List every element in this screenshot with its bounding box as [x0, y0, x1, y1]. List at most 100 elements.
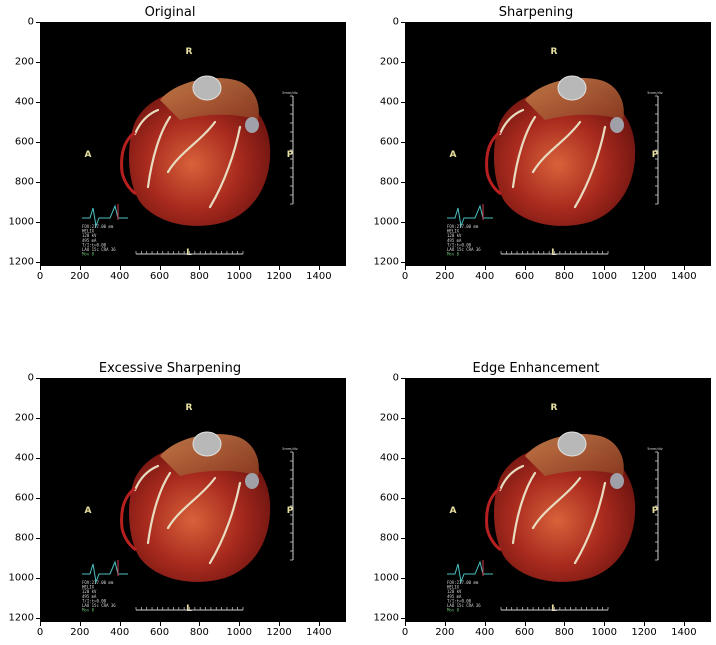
x-tick-label: 0 — [401, 627, 409, 638]
x-tick-mark — [79, 622, 81, 626]
y-tick-mark — [401, 22, 405, 23]
x-tick-label: 1200 — [266, 627, 292, 638]
y-tick-mark — [401, 378, 405, 379]
x-tick-label: 1000 — [226, 627, 252, 638]
y-tick-label: 800 — [379, 176, 399, 188]
scan-info-line: 120 kV — [82, 589, 97, 594]
panel-title: Excessive Sharpening — [98, 361, 242, 376]
vessel-cross-section — [610, 473, 624, 489]
y-tick-label: 1200 — [373, 256, 399, 268]
aorta-stump — [557, 431, 587, 457]
x-tick-mark — [644, 266, 646, 270]
y-tick-label: 800 — [14, 532, 34, 544]
x-tick-label: 200 — [435, 627, 455, 638]
y-tick-mark — [36, 62, 40, 63]
scan-info-line: FOV:217.00 mm — [447, 224, 479, 229]
x-tick-mark — [239, 266, 241, 270]
y-tick-mark — [36, 458, 40, 459]
scan-info-line: FOV:217.00 mm — [82, 580, 114, 585]
scan-info-line: HELIX — [447, 229, 460, 234]
x-tick-mark — [683, 266, 685, 270]
y-tick-label: 0 — [27, 16, 34, 28]
y-tick-label: 600 — [14, 136, 34, 148]
scan-info-line: T/I:t=0.00 — [82, 242, 107, 247]
y-tick-mark — [401, 102, 405, 103]
scan-info-line: HELIX — [82, 229, 95, 234]
y-tick-label: 200 — [14, 412, 34, 424]
x-tick-mark — [405, 622, 406, 626]
x-tick-label: 400 — [110, 627, 130, 638]
scan-info-line: 495 mA — [82, 594, 97, 599]
scan-info-line: 495 mA — [447, 594, 462, 599]
y-tick-mark — [401, 222, 405, 223]
x-tick-mark — [683, 622, 685, 626]
x-tick-label: 200 — [435, 271, 455, 282]
x-tick-mark — [644, 622, 646, 626]
y-tick-label: 800 — [379, 532, 399, 544]
y-tick-mark — [401, 458, 405, 459]
x-tick-label: 0 — [36, 627, 44, 638]
orientation-label-p: P — [287, 506, 294, 516]
scan-info-line: LAO 15c CRA 36 — [447, 247, 481, 252]
x-tick-label: 1400 — [306, 627, 332, 638]
scan-info-line: T/I:t=0.00 — [82, 598, 107, 603]
y-tick-mark — [36, 222, 40, 223]
y-tick-label: 600 — [379, 136, 399, 148]
coronary-vessel — [166, 476, 217, 530]
scan-info-line: FOV:217.00 mm — [82, 224, 114, 229]
x-tick-label: 1000 — [591, 271, 617, 282]
x-tick-label: 1400 — [671, 271, 697, 282]
coronary-vessel — [208, 481, 242, 565]
panel-edge-enhancement: Edge Enhancement R A P L 5mm/div FOV:217.00 m… — [365, 356, 716, 645]
panel-title: Original — [144, 5, 196, 20]
x-tick-label: 800 — [189, 627, 209, 638]
y-tick-label: 600 — [379, 492, 399, 504]
orientation-label-l: L — [551, 604, 557, 614]
y-tick-label: 1000 — [373, 572, 399, 584]
x-tick-mark — [405, 266, 406, 270]
orientation-label-l: L — [551, 248, 557, 258]
x-tick-label: 600 — [149, 271, 170, 282]
coronary-vessel — [511, 471, 537, 545]
scale-label: 5mm/div — [647, 447, 663, 451]
aorta-stump — [192, 75, 222, 101]
y-tick-mark — [401, 142, 405, 143]
x-tick-label: 0 — [401, 271, 409, 282]
y-tick-label: 200 — [379, 56, 399, 68]
y-tick-mark — [401, 62, 405, 63]
y-tick-mark — [36, 538, 40, 539]
coronary-vessel — [133, 108, 160, 136]
y-tick-label: 1000 — [373, 216, 399, 228]
x-tick-label: 400 — [475, 627, 495, 638]
panel-title: Edge Enhancement — [472, 361, 600, 376]
x-tick-mark — [484, 266, 486, 270]
heart-body — [128, 445, 271, 582]
scan-info-line: Mov 8 — [82, 608, 95, 613]
x-tick-mark — [318, 622, 320, 626]
y-tick-label: 1200 — [8, 612, 34, 624]
y-tick-mark — [36, 578, 40, 579]
y-tick-label: 400 — [379, 452, 399, 464]
y-tick-label: 1200 — [373, 612, 399, 624]
x-tick-mark — [524, 622, 526, 626]
y-tick-mark — [36, 142, 40, 143]
y-tick-label: 0 — [392, 16, 399, 28]
panel-excessive-sharpening: Excessive Sharpening R A P L 5mm/div FOV:217.… — [0, 356, 358, 645]
orientation-label-l: L — [186, 248, 192, 258]
x-tick-mark — [40, 622, 41, 626]
x-tick-label: 800 — [189, 271, 209, 282]
coronary-vessel — [208, 125, 242, 209]
vessel-branches — [485, 130, 502, 196]
y-tick-mark — [401, 418, 405, 419]
orientation-label-p: P — [652, 150, 659, 160]
scan-info-line: FOV:217.00 mm — [447, 580, 479, 585]
x-tick-label: 800 — [554, 271, 574, 282]
scan-info-line: T/I:t=0.00 — [447, 242, 472, 247]
panel-sharpening: Sharpening R A P L 5mm/div FOV:217.00 mm HELIX… — [365, 0, 716, 322]
y-tick-label: 400 — [379, 96, 399, 108]
orientation-label-p: P — [652, 506, 659, 516]
x-tick-label: 1000 — [226, 271, 252, 282]
coronary-vessel — [146, 471, 172, 545]
